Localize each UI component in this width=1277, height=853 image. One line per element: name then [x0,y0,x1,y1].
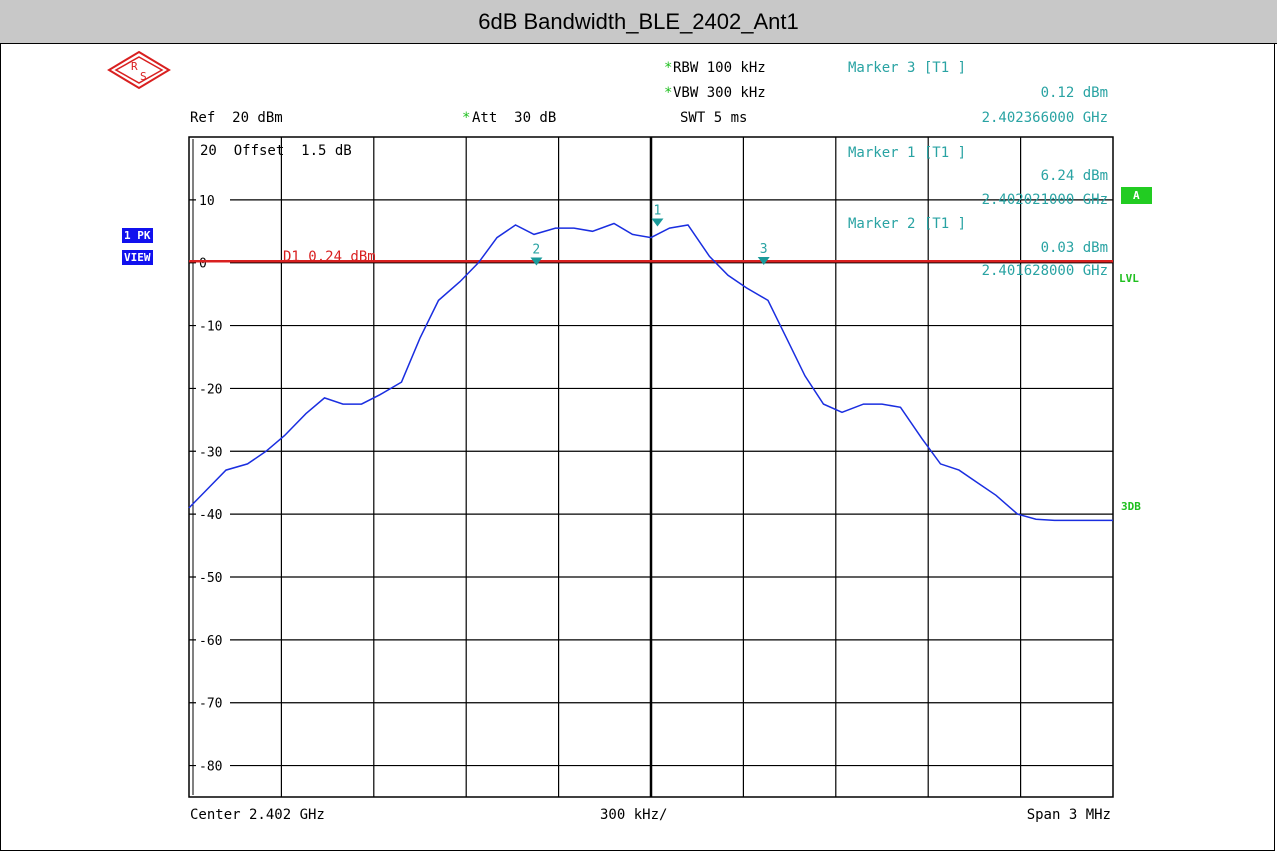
marker2-label: Marker 2 [T1 ] [848,216,967,232]
y-tick-label: -40 [199,508,222,523]
swt-label: SWT 5 ms [680,110,748,126]
y-tick-bg [196,381,230,396]
rbw-label: RBW 100 kHz [673,60,766,76]
3db-label: 3DB [1121,500,1141,513]
y-tick-label: -10 [199,320,222,335]
marker-1-triangle [651,218,664,227]
marker-3-triangle [757,256,770,265]
marker2-value: 0.03 dBm [1040,240,1108,256]
offset-label: 20 Offset 1.5 dB [200,143,352,159]
span: Span 3 MHz [1026,807,1111,823]
y-tick-label: -50 [199,571,222,586]
marker3-label: Marker 3 [T1 ] [848,60,967,76]
y-tick-label: -20 [199,382,222,397]
y-tick-label: -60 [199,634,222,649]
analyzer-screen: R S * RBW 100 kHz * VBW 300 kHz SWT 5 ms… [0,44,1277,853]
trace-mode-badge: 1 PK [122,228,153,243]
y-tick-bg [196,255,230,270]
y-tick-bg [196,632,230,647]
vbw-star: * [664,85,673,101]
marker1-label: Marker 1 [T1 ] [848,145,967,161]
plot-title: 6dB Bandwidth_BLE_2402_Ant1 [0,0,1277,44]
spectrum-chart: 100-10-20-30-40-50-60-70-80 D1 0.24 dBm … [188,136,1114,798]
y-tick-label: -80 [199,760,222,775]
y-tick-bg [196,192,230,207]
marker-1-number: 1 [653,203,661,218]
vbw-label: VBW 300 kHz [673,85,766,101]
lvl-label: LVL [1119,272,1139,285]
trace-view-badge: VIEW [122,250,153,265]
attenuation: Att 30 dB [472,110,557,126]
y-tick-bg [196,507,230,522]
y-tick-bg [196,758,230,773]
grid [189,137,1113,797]
marker3-freq: 2.402366000 GHz [981,110,1108,126]
d1-label: D1 0.24 dBm [283,249,376,265]
marker-3-number: 3 [760,242,768,257]
att-star: * [462,110,471,126]
rbw-star: * [664,60,673,76]
marker-2-number: 2 [532,243,540,258]
marker1-freq: 2.402021000 GHz [981,192,1108,208]
per-division: 300 kHz/ [600,807,668,823]
y-axis-ticks: 10 0 -10 -20 -30 -40 -50 -60 -70 -80 [196,192,230,775]
marker1-value: 6.24 dBm [1040,168,1108,184]
y-tick-bg [196,444,230,459]
marker3-value: 0.12 dBm [1040,85,1108,101]
y-tick-bg [196,695,230,710]
rs-logo-icon: R S [107,50,171,90]
svg-text:R: R [131,60,138,73]
trace-a-badge: A [1121,187,1152,204]
ref-level: Ref 20 dBm [190,110,283,126]
marker2-freq: 2.401628000 GHz [981,263,1108,279]
svg-text:S: S [140,70,147,83]
y-tick-bg [196,318,230,333]
center-frequency: Center 2.402 GHz [190,807,325,823]
marker-2-triangle [530,257,543,266]
y-tick-bg [196,570,230,584]
y-tick-label: 10 [199,194,215,209]
trace-line [188,222,1113,522]
y-tick-label: -30 [199,445,222,460]
y-tick-label: -70 [199,697,222,712]
markers: 1 2 3 [530,203,770,266]
y-tick-label: 0 [199,257,207,272]
